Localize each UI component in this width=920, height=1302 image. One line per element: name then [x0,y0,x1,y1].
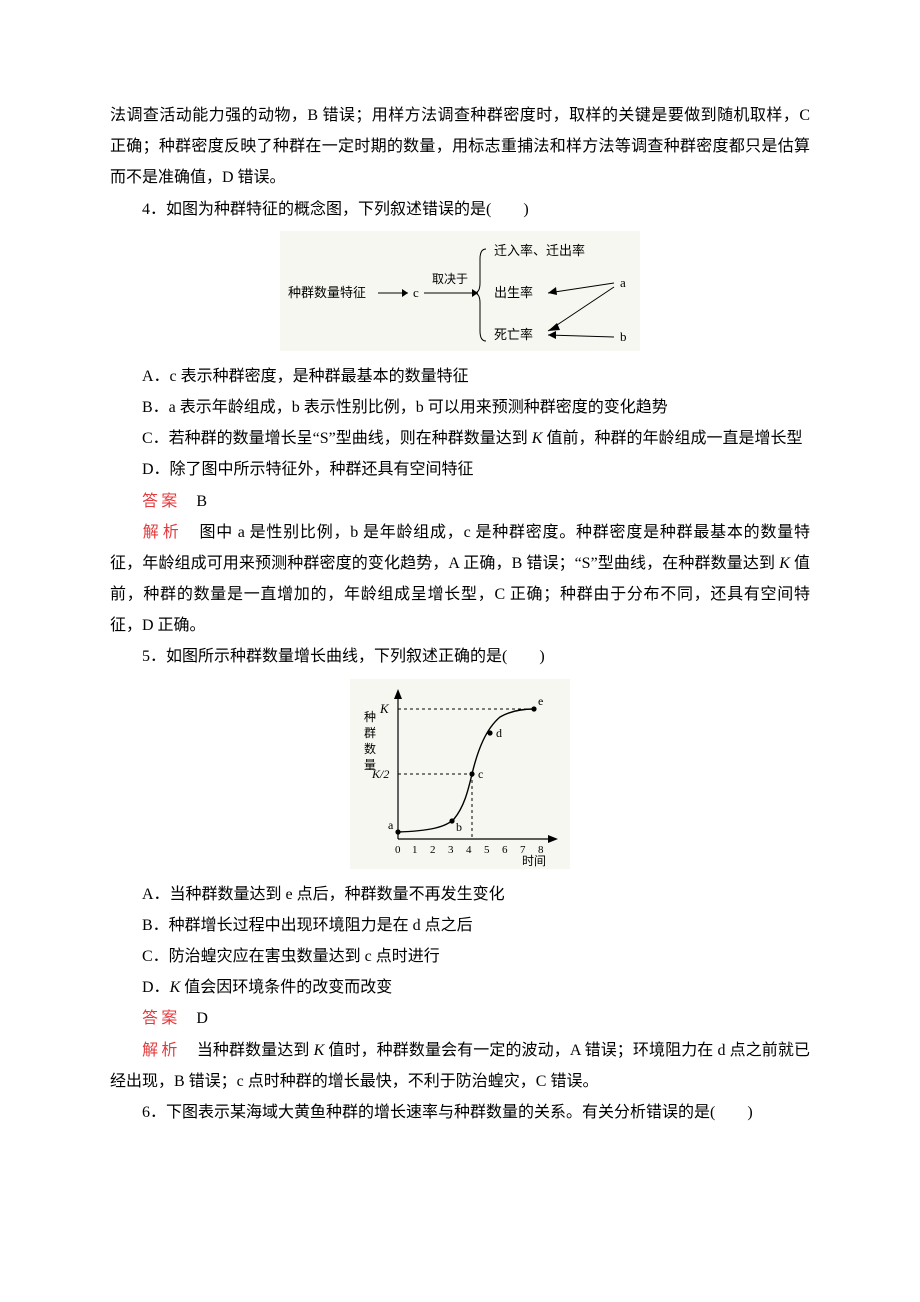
q4-optD: D．除了图中所示特征外，种群还具有空间特征 [110,454,810,485]
q5-answer-value: D [196,1010,208,1027]
q5-ylab3: 数 [364,741,376,756]
analysis-label: 解析 [142,1042,181,1059]
q4-optB: B．a 表示年龄组成，b 表示性别比例，b 可以用来预测种群密度的变化趋势 [110,392,810,423]
q4-a-label: a [620,275,626,290]
q5-optA: A．当种群数量达到 e 点后，种群数量不再发生变化 [110,879,810,910]
q6-stem: 6．下图表示某海域大黄鱼种群的增长速率与种群数量的关系。有关分析错误的是( ) [110,1097,810,1128]
svg-text:5: 5 [484,844,490,856]
italic-K: K [314,1042,325,1059]
answer-label: 答案 [142,493,180,510]
svg-text:3: 3 [448,844,454,856]
q5-ylab2: 群 [364,726,376,740]
q5-xlabel: 时间 [522,854,546,868]
q5-ylab1: 种 [364,710,376,724]
svg-text:1: 1 [412,844,418,856]
q4-figure: 种群数量特征 c 取决于 迁入率、迁出率 出生率 死亡率 a b [280,231,640,351]
q5-optD: D．K 值会因环境条件的改变而改变 [110,972,810,1003]
q4-b-label: b [620,329,627,344]
q4-optC-part1: C．若种群的数量增长呈“S”型曲线，则在种群数量达到 [142,430,532,447]
q4-optC: C．若种群的数量增长呈“S”型曲线，则在种群数量达到 K 值前，种群的年龄组成一… [110,423,810,454]
q4-answer-value: B [196,493,207,510]
svg-text:d: d [496,726,502,740]
lead-in-paragraph: 法调查活动能力强的动物，B 错误；用样方法调查种群密度时，取样的关键是要做到随机… [110,100,810,194]
q5-optB: B．种群增长过程中出现环境阻力是在 d 点之后 [110,910,810,941]
q5-K-label: K [379,701,390,716]
q4-r3: 死亡率 [494,327,533,342]
q4-optA: A．c 表示种群密度，是种群最基本的数量特征 [110,361,810,392]
q4-figure-wrap: 种群数量特征 c 取决于 迁入率、迁出率 出生率 死亡率 a b [110,231,810,351]
svg-text:e: e [538,694,543,708]
svg-text:a: a [388,818,394,832]
svg-text:4: 4 [466,844,472,856]
q5-answer: 答案 D [110,1003,810,1034]
italic-K: K [779,555,790,572]
q5-analysis-part1: 当种群数量达到 [197,1042,314,1059]
svg-text:c: c [478,767,483,781]
q5-optD-part2: 值会因环境条件的改变而改变 [180,979,392,996]
q4-answer: 答案 B [110,486,810,517]
svg-text:6: 6 [502,844,508,856]
q4-analysis: 解析 图中 a 是性别比例，b 是年龄组成，c 是种群密度。种群密度是种群最基本… [110,517,810,642]
q4-c-label: c [413,285,419,300]
q5-optD-part1: D． [142,979,170,996]
q5-analysis: 解析 当种群数量达到 K 值时，种群数量会有一定的波动，A 错误；环境阻力在 d… [110,1035,810,1097]
q4-left-label: 种群数量特征 [288,285,366,300]
q4-analysis-part1: 图中 a 是性别比例，b 是年龄组成，c 是种群密度。种群密度是种群最基本的数量… [110,524,810,572]
page: 法调查活动能力强的动物，B 错误；用样方法调查种群密度时，取样的关键是要做到随机… [0,0,920,1188]
q5-figure: 种 群 数 量 K K/2 0 1 2 3 4 5 6 7 8 时间 [350,679,570,869]
svg-text:2: 2 [430,844,436,856]
q4-stem: 4．如图为种群特征的概念图，下列叙述错误的是( ) [110,194,810,225]
q4-optC-part2: 值前，种群的年龄组成一直是增长型 [542,430,802,447]
analysis-label: 解析 [142,524,183,541]
q5-figure-wrap: 种 群 数 量 K K/2 0 1 2 3 4 5 6 7 8 时间 [110,679,810,869]
q4-r2: 出生率 [494,285,533,300]
q5-stem: 5．如图所示种群数量增长曲线，下列叙述正确的是( ) [110,641,810,672]
italic-K: K [532,430,543,447]
answer-label: 答案 [142,1010,180,1027]
italic-K: K [170,979,181,996]
q4-depends-label: 取决于 [432,272,468,286]
q5-optC: C．防治蝗灾应在害虫数量达到 c 点时进行 [110,941,810,972]
svg-text:b: b [456,820,462,834]
q5-K2-label: K/2 [371,767,389,781]
q4-r1: 迁入率、迁出率 [494,243,585,258]
svg-text:0: 0 [395,844,401,856]
